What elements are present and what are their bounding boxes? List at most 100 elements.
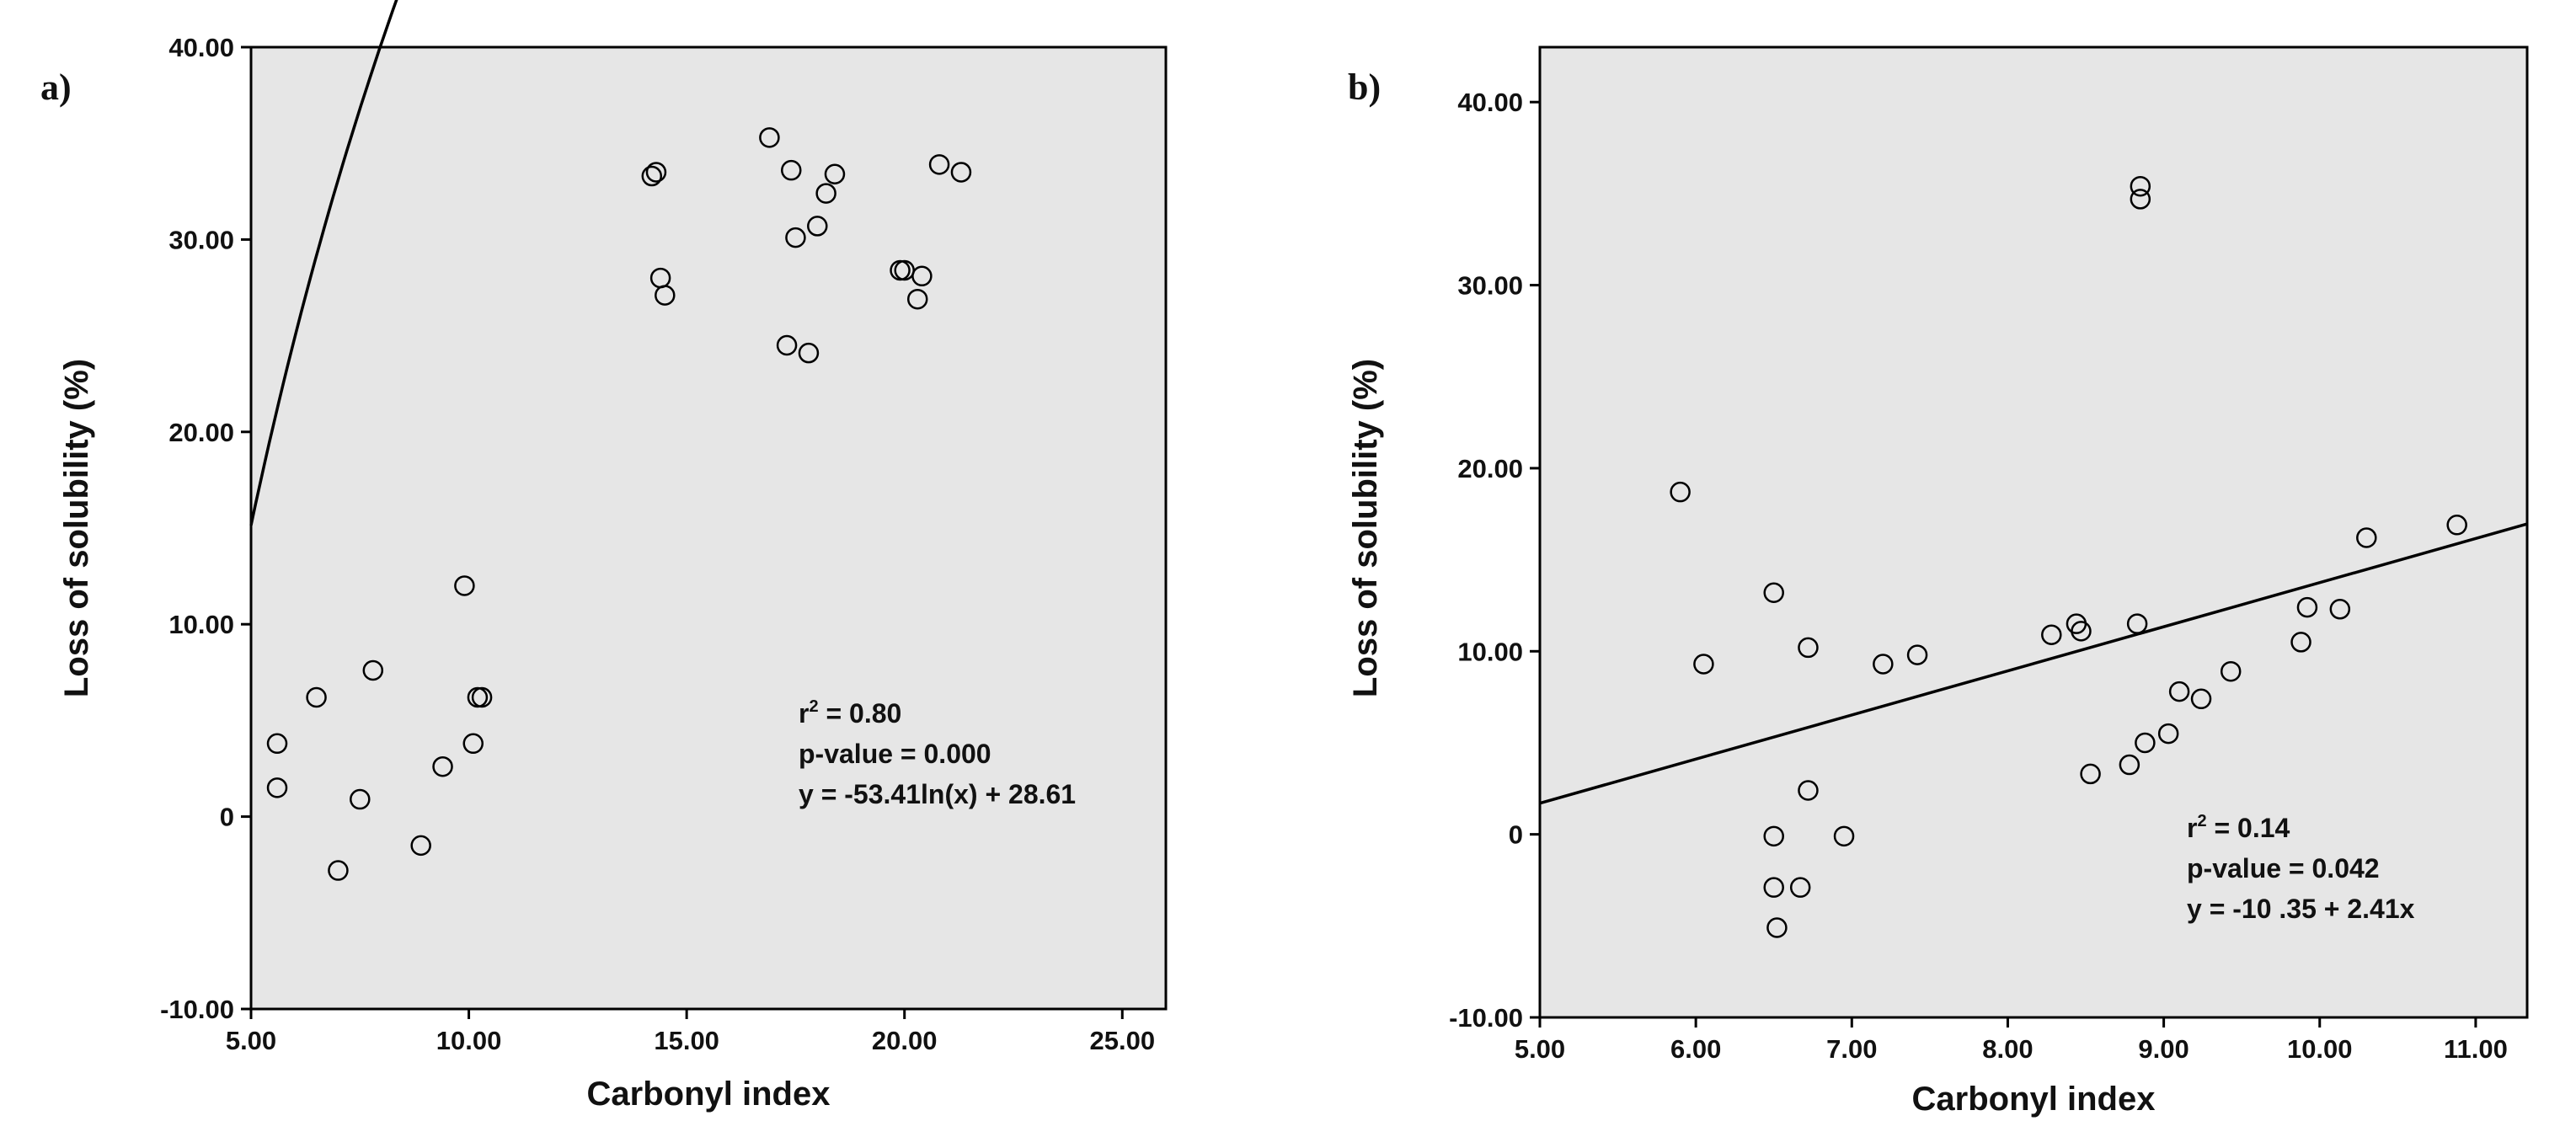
panel-a-data-point (655, 285, 676, 306)
panel-b-data-point (1873, 654, 1894, 675)
panel-a-y-tick-label: 30.00 (168, 225, 234, 254)
panel-a-plot-area (249, 45, 1168, 1011)
panel-b-data-point (2290, 632, 2311, 653)
panel-b-x-tick-label: 11.00 (2444, 1034, 2508, 1064)
panel-a-data-point (950, 162, 972, 183)
panel-a-data-point (350, 788, 371, 810)
panel-a-x-tick-label: 10.00 (436, 1026, 502, 1055)
panel-b-data-point (2356, 527, 2377, 548)
panel-a-data-point (641, 165, 663, 187)
panel-a: a) 5.00 10.00 15.00 20.00 25.00 -10.00 0 10.00 2… (40, 0, 1168, 1113)
panel-a-data-point (824, 163, 846, 184)
panel-a-data-point (759, 127, 780, 148)
panel-a-data-point (362, 659, 384, 681)
panel-a-data-point (776, 334, 798, 356)
panel-b-data-point (1906, 644, 1928, 665)
panel-b-stats: r2 = 0.14 p-value = 0.042 y = -10 .35 + … (2187, 812, 2415, 924)
panel-b-fit (1539, 522, 2528, 805)
panel-b-x-tick-label: 6.00 (1670, 1034, 1721, 1064)
panel-b-data-point (2296, 596, 2318, 618)
panel-a-equation: y = -53.41ln(x) + 28.61 (799, 779, 1076, 809)
panel-b-data-point (2135, 732, 2156, 754)
panel-b-data-point (2130, 175, 2151, 197)
panel-a-data-point (928, 154, 950, 175)
panel-b-data-point (2157, 723, 2179, 745)
panel-a-p-value: p-value = 0.000 (799, 739, 991, 769)
panel-a-data-point (785, 227, 806, 248)
panel-a-x-tick-label: 15.00 (654, 1026, 719, 1055)
panel-a-stats: r2 = 0.80 p-value = 0.000 y = -53.41ln(x… (799, 697, 1076, 809)
panel-a-data-point (807, 216, 828, 237)
panel-a-data-point (906, 288, 928, 310)
panel-b-x-tick-label: 5.00 (1515, 1034, 1565, 1064)
panel-a-data-point (432, 755, 453, 777)
panel-b-x-tick-label: 7.00 (1826, 1034, 1877, 1064)
panel-a-y-tick-label: 10.00 (168, 610, 234, 639)
panel-b-label: b) (1348, 67, 1381, 108)
panel-b-y-tick-label: -10.00 (1449, 1003, 1523, 1033)
panel-b-y-tick-label: 40.00 (1457, 88, 1523, 117)
panel-a-data-point (462, 733, 484, 755)
panel-a-data-point (471, 686, 493, 708)
panel-b-y-tick-label: 30.00 (1457, 271, 1523, 301)
panel-b-y-axis-title: Loss of solubility (%) (1347, 359, 1384, 697)
panel-b-points (1670, 175, 2467, 938)
panel-b-data-point (1766, 917, 1788, 938)
panel-b-data-point (1789, 877, 1811, 898)
panel-b-y-tick-label: 10.00 (1457, 637, 1523, 666)
panel-a-data-point (410, 835, 431, 857)
panel-b: b) 5.00 6.00 7.00 8.00 9.00 10.00 11.00 -10.00 0… (1347, 45, 2529, 1118)
panel-a-data-point (781, 159, 802, 181)
panel-a-y-tick-label: 0 (220, 803, 234, 832)
panel-b-x-tick-label: 10.00 (2287, 1034, 2353, 1064)
panel-a-data-point (798, 342, 820, 364)
panel-b-r2-exponent: 2 (2197, 812, 2206, 830)
panel-a-y-tick-label: -10.00 (160, 995, 234, 1024)
panel-b-data-point (2080, 763, 2101, 785)
panel-a-ticks: 5.00 10.00 15.00 20.00 25.00 -10.00 0 10.00 20.0… (160, 33, 1155, 1055)
panel-b-data-point (2041, 624, 2062, 645)
panel-b-r2-value: = 0.14 (2207, 813, 2290, 843)
panel-a-y-axis-title: Loss of solubility (%) (58, 359, 95, 697)
panel-a-data-point (306, 686, 327, 708)
panel-b-data-point (2446, 515, 2467, 536)
panel-b-data-point (2220, 660, 2242, 682)
panel-a-points (266, 127, 972, 881)
panel-a-x-tick-label: 5.00 (226, 1026, 276, 1055)
panel-a-data-point (266, 733, 288, 755)
panel-b-data-point (2130, 189, 2151, 210)
panel-a-data-point (815, 183, 836, 204)
panel-b-data-point (2190, 688, 2212, 710)
panel-a-data-point (645, 162, 667, 183)
panel-a-r2-symbol: r (799, 698, 809, 729)
panel-b-x-tick-label: 9.00 (2138, 1034, 2189, 1064)
panel-b-plot-area (1538, 45, 2529, 1019)
panel-a-x-axis-title: Carbonyl index (587, 1076, 831, 1113)
panel-b-x-tick-label: 8.00 (1982, 1034, 2033, 1064)
panel-b-r2: r2 = 0.14 (2187, 812, 2290, 843)
panel-a-data-point (328, 860, 349, 881)
panel-b-data-point (2119, 754, 2140, 776)
panel-b-x-axis-title: Carbonyl index (1912, 1081, 2156, 1118)
panel-b-data-point (1798, 637, 1819, 659)
panel-b-data-point (2126, 613, 2148, 634)
panel-a-y-tick-label: 40.00 (168, 33, 234, 62)
panel-a-x-tick-label: 25.00 (1089, 1026, 1155, 1055)
panel-a-data-point (266, 777, 288, 798)
panel-b-ticks: 5.00 6.00 7.00 8.00 9.00 10.00 11.00 -10.00 0 10.… (1449, 88, 2508, 1064)
panel-b-data-point (1763, 877, 1784, 898)
panel-a-label: a) (40, 67, 72, 108)
panel-b-data-point (2071, 621, 2092, 642)
panel-a-data-point (454, 575, 475, 596)
panel-b-data-point (1833, 825, 1855, 847)
panel-b-data-point (1693, 654, 1714, 675)
panel-a-y-tick-label: 20.00 (168, 418, 234, 447)
panel-a-r2: r2 = 0.80 (799, 697, 901, 729)
panel-b-data-point (1763, 825, 1784, 847)
panel-a-x-tick-label: 20.00 (872, 1026, 938, 1055)
panel-a-r2-exponent: 2 (809, 697, 818, 716)
panel-b-r2-symbol: r (2187, 813, 2197, 843)
panel-b-fit-line (1539, 522, 2528, 805)
panel-b-y-tick-label: 20.00 (1457, 454, 1523, 483)
